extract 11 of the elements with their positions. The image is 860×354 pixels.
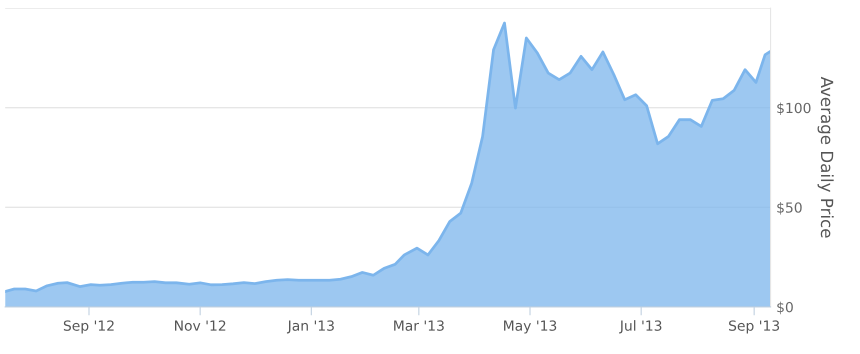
x-tick-label: May '13 [504,320,556,334]
x-tick-label: Nov '12 [175,320,226,331]
x-tick-label: Jan '13 [286,320,334,334]
x-tick-label: Sep '13 [729,320,780,334]
x-tick-label: Mar '13 [394,320,444,331]
x-tick-label: Jul '13 [619,320,662,334]
x-tick-label: Sep '12 [64,320,114,334]
y-tick-label: $50 [777,202,802,215]
y-axis-title: Average Daily Price [818,76,834,238]
y-tick-label: $0 [777,302,793,314]
y-tick-label: $100 [777,102,811,116]
